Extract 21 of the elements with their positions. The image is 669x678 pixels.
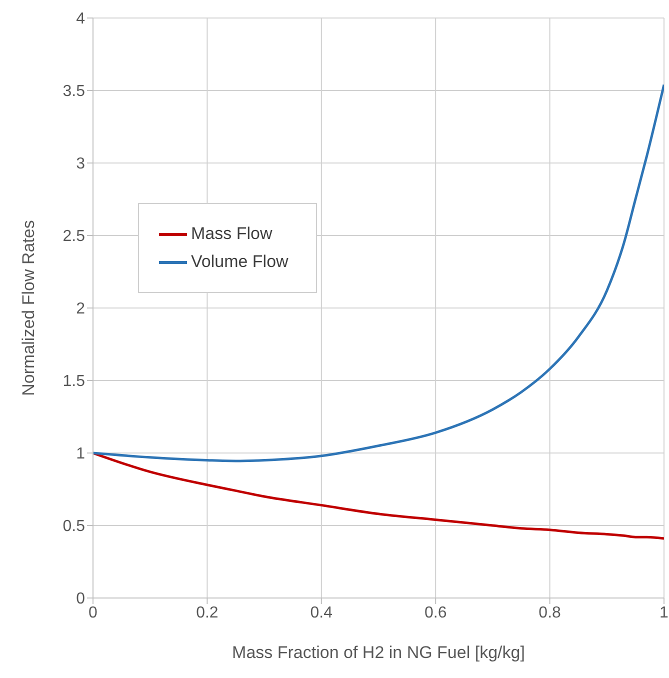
legend-label: Mass Flow (191, 224, 272, 244)
x-tick-label: 0 (88, 604, 98, 622)
legend-label: Volume Flow (191, 252, 288, 272)
y-tick-label: 0.5 (62, 518, 86, 536)
y-tick-label: 4 (76, 10, 86, 28)
y-tick-label: 3 (76, 156, 86, 173)
line-series (93, 452, 664, 540)
x-axis-title: Mass Fraction of H2 in NG Fuel [kg/kg] (232, 643, 525, 662)
y-tick-label: 1 (76, 446, 86, 463)
y-tick-label: 0 (76, 590, 86, 608)
y-tick-label: 2.5 (62, 228, 86, 246)
y-axis-title: Normalized Flow Rates (19, 220, 38, 396)
y-tick-label: 2 (76, 300, 86, 318)
x-tick-label: 0.8 (538, 604, 562, 622)
line-series (93, 83, 664, 462)
y-tick-label: 1.5 (62, 373, 86, 390)
x-tick-label: 0.2 (196, 604, 218, 622)
y-tick-label: 3.5 (62, 83, 86, 100)
x-tick-label: 0.4 (310, 604, 333, 622)
x-tick-label: 1 (660, 604, 669, 622)
x-tick-label: 0.6 (424, 604, 447, 622)
